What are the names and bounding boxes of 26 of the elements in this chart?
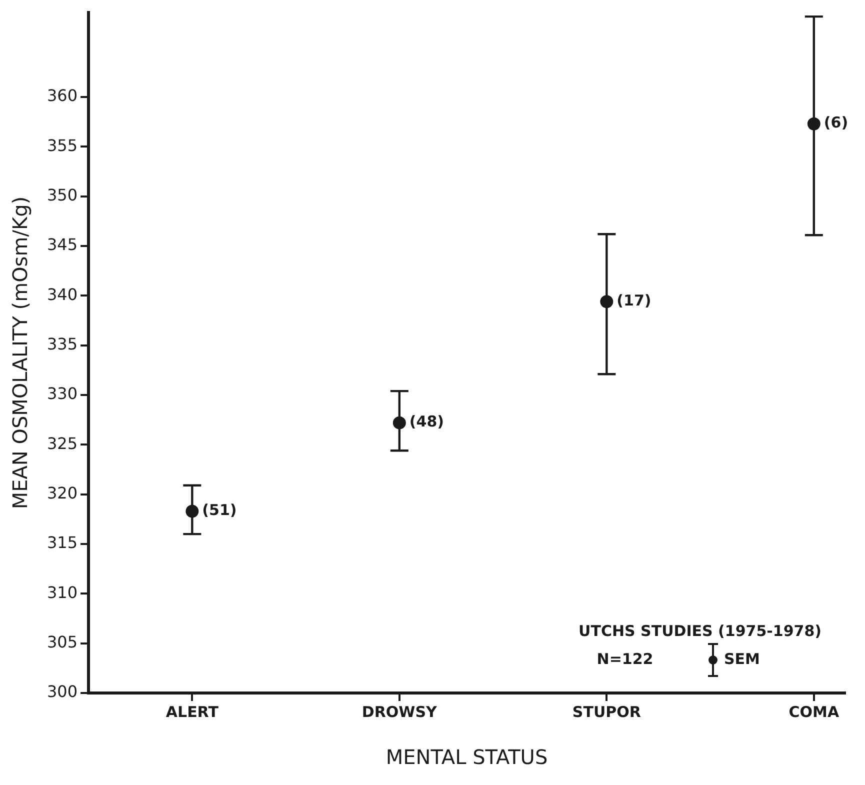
y-tick-label: 355 [46, 136, 78, 155]
x-tick-label: COMA [788, 702, 840, 721]
annotation: SEM [724, 650, 760, 668]
y-tick-label: 335 [46, 334, 78, 354]
y-tick-label: 340 [46, 284, 78, 304]
x-axis-title: MENTAL STATUS [386, 745, 548, 770]
y-tick-label: 300 [46, 682, 78, 702]
annotation: (51) [202, 501, 237, 520]
x-tick-label: DROWSY [362, 702, 438, 721]
y-tick-label: 305 [46, 632, 78, 652]
y-tick-label: 315 [46, 533, 78, 552]
y-tick-label: 345 [46, 235, 78, 254]
y-tick-label: 330 [46, 384, 78, 404]
y-tick-label: 350 [46, 186, 78, 205]
y-tick-label: 320 [46, 484, 78, 502]
annotation: (6) [824, 114, 848, 132]
y-axis-title: MEAN OSMOLALITY (mOsm/Kg) [8, 196, 32, 510]
annotation: (48) [409, 412, 444, 431]
x-tick-label: STUPOR [572, 702, 642, 721]
annotation: (17) [616, 292, 652, 310]
y-tick-label: 360 [46, 86, 78, 106]
y-tick-label: 325 [46, 434, 78, 453]
x-tick-label: ALERT [166, 702, 220, 721]
annotation: N=122 [596, 650, 654, 668]
y-tick-label: 310 [46, 582, 78, 602]
annotation: UTCHS STUDIES (1975-1978) [578, 622, 822, 640]
